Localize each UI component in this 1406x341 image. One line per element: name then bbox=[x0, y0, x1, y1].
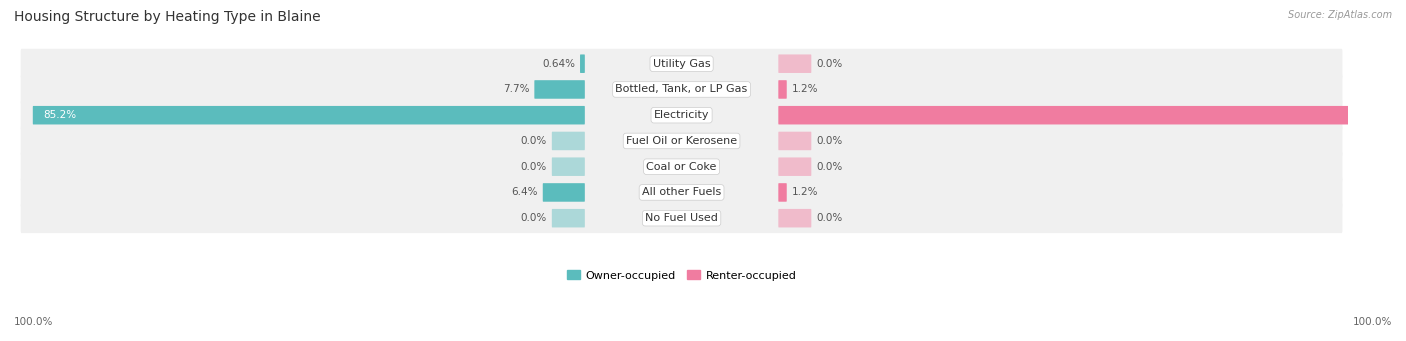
FancyBboxPatch shape bbox=[543, 183, 585, 202]
Text: 1.2%: 1.2% bbox=[792, 188, 818, 197]
FancyBboxPatch shape bbox=[551, 209, 585, 227]
Text: 0.0%: 0.0% bbox=[520, 213, 547, 223]
Text: 1.2%: 1.2% bbox=[792, 85, 818, 94]
Text: 100.0%: 100.0% bbox=[14, 317, 53, 327]
Text: 0.64%: 0.64% bbox=[543, 59, 575, 69]
Text: 85.2%: 85.2% bbox=[42, 110, 76, 120]
FancyBboxPatch shape bbox=[779, 106, 1406, 124]
FancyBboxPatch shape bbox=[581, 55, 585, 73]
FancyBboxPatch shape bbox=[779, 80, 787, 99]
FancyBboxPatch shape bbox=[32, 106, 585, 124]
FancyBboxPatch shape bbox=[534, 80, 585, 99]
Text: Electricity: Electricity bbox=[654, 110, 710, 120]
FancyBboxPatch shape bbox=[21, 49, 1343, 79]
Text: 0.0%: 0.0% bbox=[817, 213, 842, 223]
FancyBboxPatch shape bbox=[21, 178, 1343, 207]
Text: No Fuel Used: No Fuel Used bbox=[645, 213, 718, 223]
Text: 0.0%: 0.0% bbox=[817, 162, 842, 172]
Text: Utility Gas: Utility Gas bbox=[652, 59, 710, 69]
Text: 7.7%: 7.7% bbox=[503, 85, 530, 94]
Text: 0.0%: 0.0% bbox=[520, 136, 547, 146]
FancyBboxPatch shape bbox=[551, 132, 585, 150]
Text: Coal or Coke: Coal or Coke bbox=[647, 162, 717, 172]
Text: Housing Structure by Heating Type in Blaine: Housing Structure by Heating Type in Bla… bbox=[14, 10, 321, 24]
Text: 100.0%: 100.0% bbox=[1353, 317, 1392, 327]
Text: 0.0%: 0.0% bbox=[817, 59, 842, 69]
FancyBboxPatch shape bbox=[21, 126, 1343, 156]
Text: 6.4%: 6.4% bbox=[512, 188, 538, 197]
Text: Fuel Oil or Kerosene: Fuel Oil or Kerosene bbox=[626, 136, 737, 146]
FancyBboxPatch shape bbox=[779, 158, 811, 176]
Text: All other Fuels: All other Fuels bbox=[643, 188, 721, 197]
FancyBboxPatch shape bbox=[21, 100, 1343, 130]
FancyBboxPatch shape bbox=[21, 75, 1343, 104]
FancyBboxPatch shape bbox=[779, 55, 811, 73]
FancyBboxPatch shape bbox=[779, 132, 811, 150]
FancyBboxPatch shape bbox=[21, 152, 1343, 182]
Text: Bottled, Tank, or LP Gas: Bottled, Tank, or LP Gas bbox=[616, 85, 748, 94]
Text: 97.6%: 97.6% bbox=[1368, 110, 1400, 120]
FancyBboxPatch shape bbox=[551, 158, 585, 176]
Legend: Owner-occupied, Renter-occupied: Owner-occupied, Renter-occupied bbox=[562, 266, 801, 285]
FancyBboxPatch shape bbox=[779, 183, 787, 202]
Text: 0.0%: 0.0% bbox=[817, 136, 842, 146]
Text: Source: ZipAtlas.com: Source: ZipAtlas.com bbox=[1288, 10, 1392, 20]
FancyBboxPatch shape bbox=[779, 209, 811, 227]
FancyBboxPatch shape bbox=[21, 203, 1343, 233]
Text: 0.0%: 0.0% bbox=[520, 162, 547, 172]
